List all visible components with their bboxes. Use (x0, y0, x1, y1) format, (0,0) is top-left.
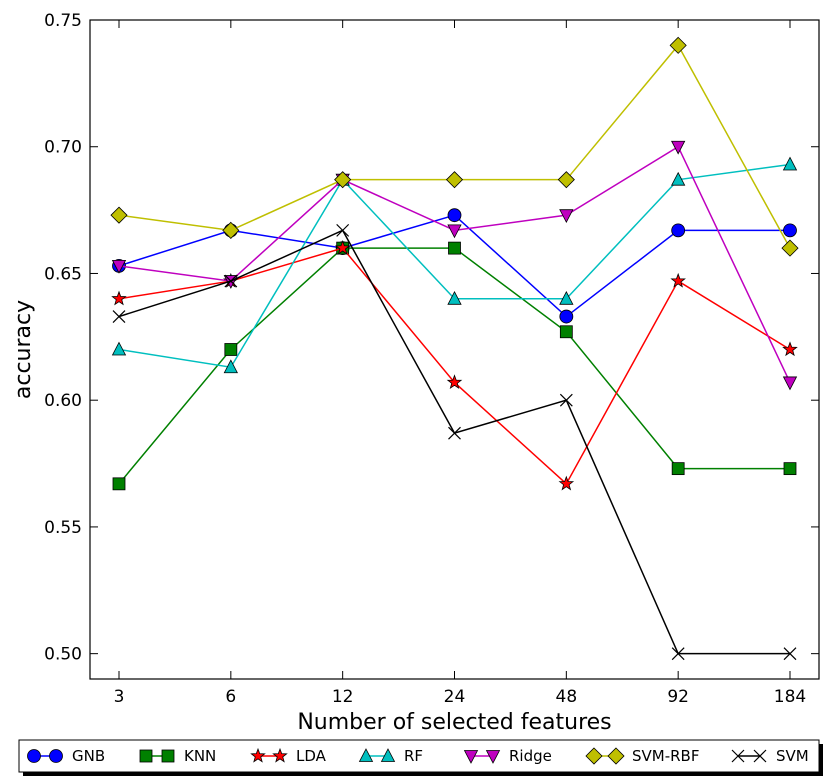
data-point-knn (112, 477, 126, 491)
legend-item-gnb: GNB (27, 747, 105, 765)
data-point-ridge (111, 259, 127, 274)
legend-label: Ridge (509, 747, 552, 765)
legend-marker (139, 749, 153, 763)
plot-frame (89, 19, 820, 680)
legend-label: SVM (776, 747, 809, 765)
legend-item-rf: RF (358, 747, 423, 765)
legend-marker (485, 750, 501, 764)
data-point-lda (111, 290, 127, 306)
data-point-knn (671, 462, 685, 476)
data-point-svm (224, 274, 238, 288)
data-point-knn (224, 343, 238, 356)
data-point-knn (783, 462, 797, 476)
data-point-svm (112, 310, 126, 323)
data-point-svm (448, 426, 461, 440)
data-point-rf (111, 341, 127, 356)
data-point-rf (559, 290, 574, 305)
y-tick-label: 0.60 (44, 391, 82, 411)
data-point-svm-rbf (110, 206, 128, 224)
data-point-svm-rbf (445, 171, 464, 189)
legend-label: SVM-RBF (632, 747, 699, 765)
tick-layer: 3 6 12 24 48 92 184 0.50 0.55 0.60 0.65 0.70 0.75 (44, 11, 819, 707)
legend-marker (161, 749, 175, 763)
legend-item-knn: KNN (139, 747, 216, 765)
data-point-lda (334, 239, 351, 255)
legend-item-svm: SVM (731, 747, 809, 765)
legend-marker (358, 748, 374, 762)
legend-item-ridge: Ridge (463, 747, 552, 765)
series-svm-rbf (110, 36, 799, 257)
series-layer (110, 36, 799, 661)
legend-marker (49, 749, 63, 763)
series-svm (112, 223, 797, 661)
legend-label: GNB (72, 747, 105, 765)
data-point-lda (670, 272, 686, 288)
data-point-rf (782, 156, 798, 171)
data-point-lda (446, 374, 463, 390)
x-tick-label: 184 (774, 687, 806, 707)
legend-item-lda: LDA (250, 747, 327, 765)
data-point-svm (336, 223, 350, 237)
x-tick-label: 3 (114, 687, 125, 707)
data-point-gnb (447, 208, 462, 223)
x-tick-label: 48 (556, 687, 578, 707)
legend-marker (27, 749, 41, 763)
series-rf (111, 156, 798, 374)
data-point-svm-rbf (781, 239, 799, 257)
x-tick-label: 12 (332, 687, 354, 707)
data-point-svm (783, 647, 797, 661)
legend-label: RF (404, 747, 423, 765)
legend: GNB KNN LDA RF Ridge SVM-RBF SVM (18, 739, 823, 776)
data-point-knn (448, 241, 461, 255)
data-point-rf (223, 359, 238, 374)
y-axis-label: accuracy (11, 300, 36, 399)
legend-marker (463, 750, 479, 764)
x-tick-label: 6 (225, 687, 236, 707)
legend-item-svm-rbf: SVM-RBF (585, 747, 699, 765)
legend-marker (250, 747, 266, 763)
legend-marker (272, 747, 288, 763)
y-tick-label: 0.75 (44, 11, 82, 31)
data-point-svm-rbf (557, 171, 575, 189)
data-point-svm (559, 393, 573, 407)
data-point-gnb (559, 309, 574, 324)
legend-marker (731, 749, 745, 763)
data-point-rf (671, 171, 686, 186)
data-point-lda (558, 475, 575, 491)
data-point-ridge (671, 140, 686, 155)
x-tick-label: 92 (667, 687, 689, 707)
data-point-svm (671, 647, 685, 661)
legend-items: GNB KNN LDA RF Ridge SVM-RBF SVM (27, 747, 809, 765)
x-axis-label: Number of selected features (297, 710, 611, 735)
legend-label: KNN (184, 747, 216, 765)
y-tick-label: 0.65 (44, 264, 82, 284)
data-point-ridge (559, 209, 574, 224)
legend-marker (380, 748, 396, 762)
data-point-ridge (447, 224, 462, 239)
legend-marker (607, 747, 625, 765)
x-tick-label: 24 (444, 687, 466, 707)
y-tick-label: 0.50 (44, 645, 82, 665)
data-point-lda (782, 341, 798, 357)
data-point-gnb (671, 223, 686, 238)
legend-label: LDA (296, 747, 327, 765)
legend-marker (585, 747, 603, 765)
y-tick-label: 0.70 (44, 138, 82, 158)
data-point-rf (447, 290, 462, 305)
data-point-ridge (782, 376, 798, 391)
data-point-svm-rbf (334, 171, 352, 189)
y-tick-label: 0.55 (44, 518, 82, 538)
data-point-knn (559, 325, 573, 339)
series-line-rf (118, 163, 791, 369)
legend-marker (753, 749, 767, 763)
data-point-gnb (783, 223, 797, 238)
data-point-svm-rbf (222, 221, 240, 239)
data-point-svm-rbf (669, 36, 687, 54)
